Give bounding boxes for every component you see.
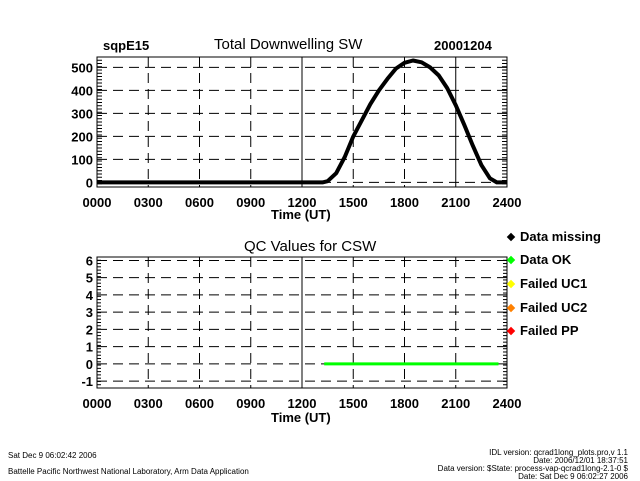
site-label: sqpE15	[103, 38, 150, 53]
footer-run-date: Sat Dec 9 06:02:42 2006	[8, 451, 97, 460]
x-tick-label: 2400	[493, 195, 522, 210]
y-tick-label: 3	[86, 305, 93, 320]
y-tick-label: 200	[71, 129, 93, 144]
x-tick-label: 0000	[83, 195, 112, 210]
chart-title-top: Total Downwelling SW	[214, 36, 363, 53]
x-tick-label: 0300	[134, 396, 163, 411]
y-tick-label: 2	[86, 322, 93, 337]
chart-title-bottom: QC Values for CSW	[244, 238, 377, 255]
y-tick-label: 5	[86, 271, 93, 286]
legend-label: Data OK	[520, 252, 572, 267]
legend-marker-icon	[506, 279, 516, 288]
x-axis-label-top: Time (UT)	[271, 207, 331, 222]
footer-data-date: Date: Sat Dec 9 06:02:27 2006	[518, 472, 628, 481]
x-tick-label: 2100	[441, 195, 470, 210]
legend-item: Failed UC1	[506, 276, 588, 291]
legend-item: Data missing	[506, 229, 601, 244]
legend-item: Failed UC2	[506, 300, 588, 315]
x-tick-label: 1800	[390, 195, 419, 210]
date-label: 20001204	[434, 38, 492, 53]
y-tick-label: -1	[81, 374, 93, 389]
x-tick-label: 1200	[288, 396, 317, 411]
x-tick-label: 1200	[288, 195, 317, 210]
legend-item: Data OK	[506, 252, 572, 267]
x-tick-label: 2100	[441, 396, 470, 411]
legend-marker-icon	[506, 326, 516, 335]
y-tick-label: 100	[71, 152, 93, 167]
y-tick-label: 500	[71, 60, 93, 75]
x-tick-label: 1500	[339, 396, 368, 411]
y-tick-label: 300	[71, 106, 93, 121]
y-tick-label: 4	[86, 288, 94, 303]
x-axis-label-bottom: Time (UT)	[271, 410, 331, 425]
x-tick-label: 0000	[83, 396, 112, 411]
x-tick-label: 0900	[236, 195, 265, 210]
footer-idl-date: Date: 2006/12/01 18:37:51	[533, 456, 628, 465]
y-tick-label: 1	[86, 340, 93, 355]
x-tick-label: 0900	[236, 396, 265, 411]
y-tick-label: 400	[71, 83, 93, 98]
x-tick-label: 2400	[493, 396, 522, 411]
legend-marker-icon	[506, 303, 516, 312]
footer-org: Battelle Pacific Northwest National Labo…	[8, 467, 249, 476]
legend-item: Failed PP	[506, 323, 579, 338]
footer-idl-version: IDL version: qcrad1long_plots.pro,v 1.1	[489, 448, 628, 457]
x-tick-label: 1800	[390, 396, 419, 411]
x-tick-label: 0600	[185, 396, 214, 411]
legend-marker-icon	[506, 255, 516, 264]
footer-data-version: Data version: $State: process-vap-qcrad1…	[437, 464, 628, 473]
plot-frame	[96, 56, 508, 188]
legend-label: Failed PP	[520, 323, 579, 338]
series-line	[97, 58, 507, 185]
plot-frame	[96, 256, 508, 389]
y-tick-label: 0	[86, 357, 93, 372]
legend-marker-icon	[506, 232, 516, 241]
x-tick-label: 0600	[185, 195, 214, 210]
x-tick-label: 1500	[339, 195, 368, 210]
legend-label: Failed UC2	[520, 300, 588, 315]
legend-label: Data missing	[520, 229, 601, 244]
y-tick-label: 6	[86, 253, 93, 268]
y-tick-label: 0	[86, 175, 93, 190]
x-tick-label: 0300	[134, 195, 163, 210]
legend-label: Failed UC1	[520, 276, 588, 291]
